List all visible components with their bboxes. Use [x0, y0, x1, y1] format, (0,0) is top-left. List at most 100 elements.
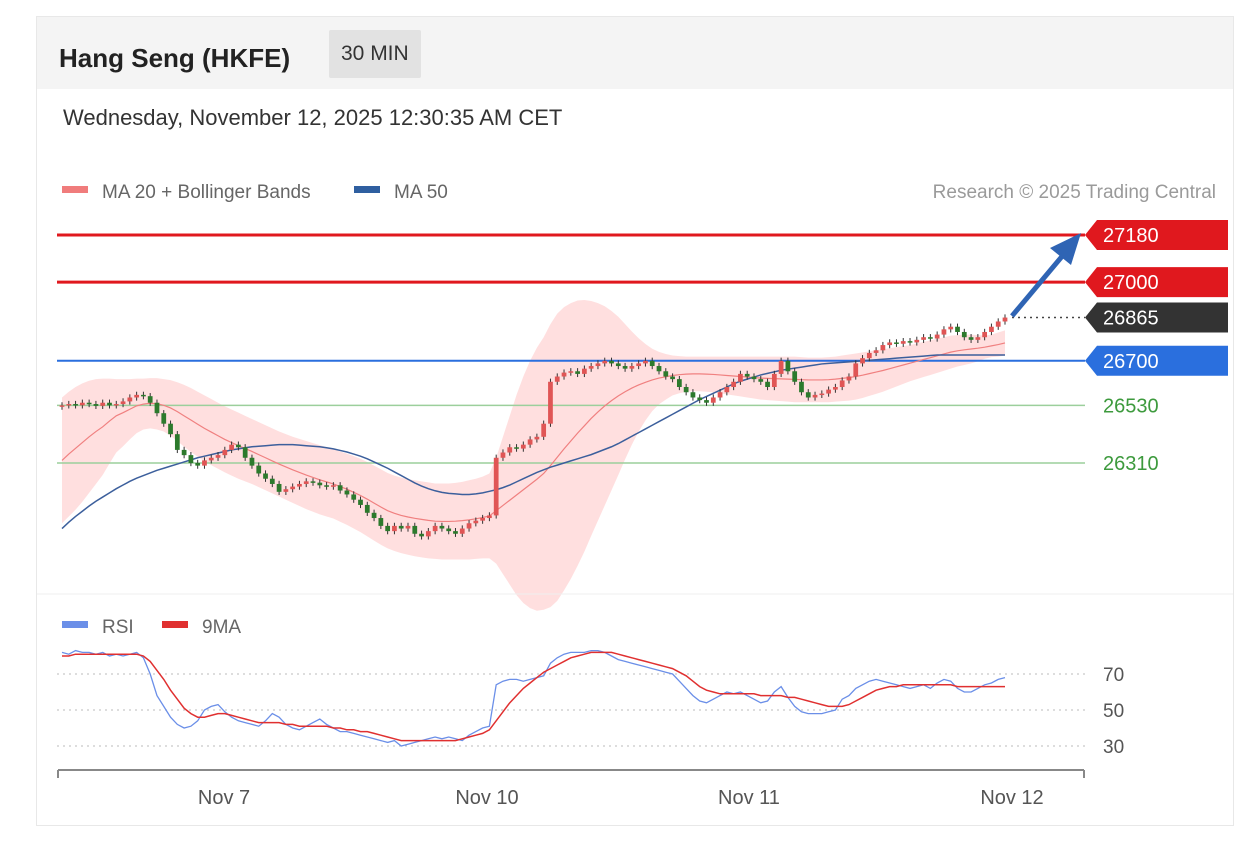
candle-body [330, 485, 336, 487]
candle-body [500, 452, 506, 458]
candle-body [751, 376, 757, 380]
candle-body [636, 363, 642, 367]
candle-body [473, 520, 479, 524]
candle-body [880, 345, 886, 351]
legend-label-ma20-bollinger: MA 20 + Bollinger Bands [102, 182, 311, 203]
candle-body [1002, 317, 1008, 322]
candle-body [392, 525, 397, 532]
candle-body [649, 360, 655, 367]
candle-body [907, 341, 913, 343]
candle-body [833, 387, 838, 390]
candle-body [425, 531, 431, 537]
candle-body [724, 387, 730, 393]
candle-body [86, 402, 92, 405]
candle-body [174, 434, 180, 450]
candle-body [663, 371, 669, 377]
candle-body [744, 373, 750, 377]
candle-body [785, 360, 791, 372]
candle-body [256, 465, 262, 474]
candle-body [93, 404, 99, 406]
rsi-tick-30: 30 [1103, 737, 1124, 758]
candle-body [805, 392, 811, 398]
instrument-title: Hang Seng (HKFE) [59, 43, 291, 73]
candle-body [602, 360, 608, 364]
candle-body [297, 483, 302, 487]
candle-body [778, 360, 784, 374]
candle-body [168, 423, 173, 435]
level-label-26700: 26700 [1103, 351, 1159, 373]
candle-body [100, 402, 106, 406]
chart-header: Hang Seng (HKFE) 30 MIN [37, 17, 1233, 89]
legend-swatch-ma50 [354, 186, 380, 193]
candle-body [195, 463, 201, 466]
candle-body [948, 326, 954, 330]
projection-arrow-head [1050, 233, 1081, 265]
candle-body [324, 485, 329, 487]
candle-body [765, 381, 770, 387]
candle-body [955, 326, 960, 332]
candle-body [385, 525, 391, 532]
candle-body [534, 436, 540, 440]
candle-body [263, 473, 268, 479]
candle-body [846, 376, 852, 381]
level-label-26310: 26310 [1103, 453, 1159, 475]
candle-body [609, 360, 614, 364]
candle-body [582, 368, 587, 374]
candle-body [615, 363, 621, 367]
candle-body [860, 358, 865, 364]
candle-body [819, 393, 825, 396]
candle-body [412, 525, 418, 534]
candle-body [520, 444, 526, 449]
candle-body [188, 455, 194, 463]
candle-body [839, 380, 845, 387]
candle-body [215, 455, 221, 458]
candle-body [541, 423, 547, 437]
candle-body [561, 372, 567, 377]
candle-body [792, 371, 798, 382]
candle-body [439, 525, 445, 529]
candle-body [317, 482, 323, 486]
candle-body [66, 404, 72, 406]
candle-body [683, 387, 689, 393]
bollinger-band-area [62, 299, 1005, 611]
candle-body [364, 504, 370, 513]
candle-body [921, 337, 926, 340]
legend-swatch-9ma [162, 621, 188, 628]
candle-body [588, 366, 594, 369]
timeframe-badge[interactable]: 30 MIN [329, 30, 421, 78]
candle-body [358, 499, 363, 505]
candle-body [229, 444, 234, 450]
candle-body [575, 371, 580, 374]
projection-arrow-shaft [1010, 252, 1066, 318]
candle-body [507, 447, 513, 453]
candle-body [812, 394, 818, 398]
candle-body [378, 518, 384, 526]
candle-body [894, 342, 899, 344]
candle-body [758, 379, 764, 382]
legend-label-rsi: RSI [102, 617, 134, 638]
level-tag-26700 [1085, 345, 1228, 376]
candle-body [303, 481, 309, 484]
timestamp: Wednesday, November 12, 2025 12:30:35 AM… [63, 105, 563, 130]
candle-body [690, 392, 696, 398]
candle-body [290, 486, 296, 490]
candle-body [656, 366, 662, 372]
candle-body [968, 337, 974, 340]
rsi-line [61, 649, 1006, 747]
candle-body [568, 371, 574, 373]
candle-body [771, 373, 777, 387]
candle-body [351, 494, 357, 500]
candle-body [73, 404, 78, 406]
x-tick-nov-10: Nov 10 [455, 787, 518, 809]
candle-body [717, 392, 723, 398]
candle-body [697, 397, 703, 401]
candle-body [941, 329, 947, 335]
ma50-line [61, 354, 1005, 530]
candle-body [236, 444, 241, 448]
level-tag-27000 [1085, 267, 1228, 298]
x-tick-nov-11: Nov 11 [718, 787, 780, 809]
candle-body [643, 360, 648, 364]
rsi-9ma-line [62, 651, 1005, 742]
candle-body [982, 331, 988, 338]
candle-body [548, 381, 553, 424]
